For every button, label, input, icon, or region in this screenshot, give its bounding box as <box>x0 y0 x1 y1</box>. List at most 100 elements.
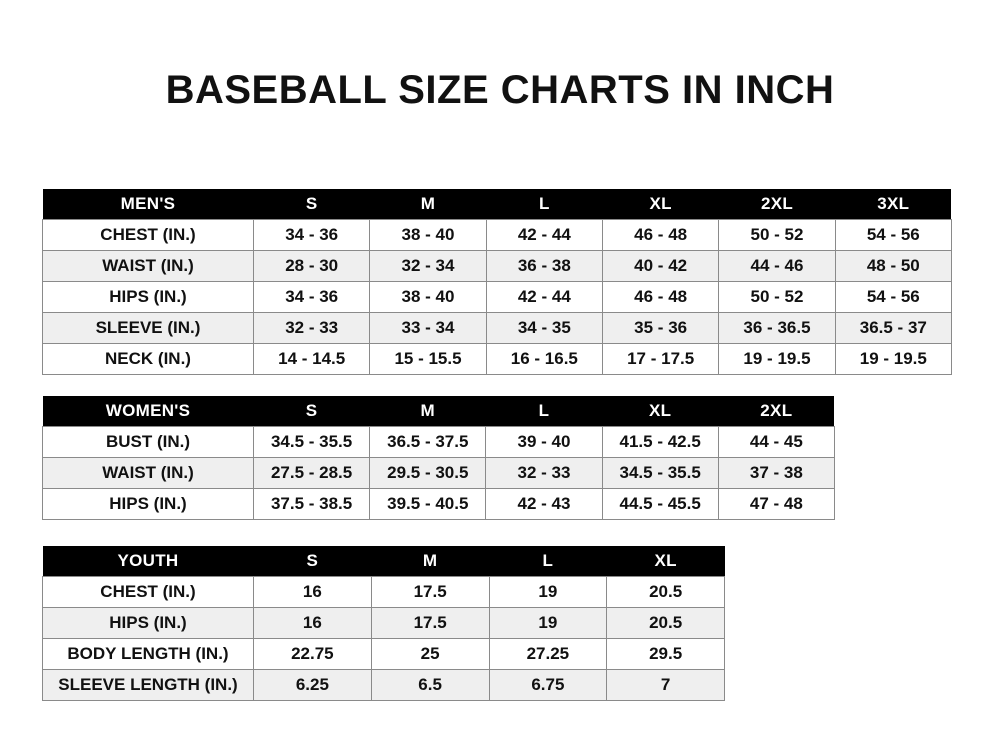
measurement-cell: 28 - 30 <box>252 249 371 282</box>
youth-column-header-l: L <box>489 546 607 576</box>
youth-table-title: YOUTH <box>42 546 254 576</box>
measurement-cell: 27.25 <box>488 637 608 670</box>
mens-column-header-s: S <box>253 189 370 219</box>
measurement-cell: 44 - 46 <box>718 249 836 282</box>
youth-column-header-s: S <box>253 546 372 576</box>
mens-size-table: MEN'S S M L XL 2XL 3XL CHEST (IN.) 34 - 36 38 - … <box>42 189 952 375</box>
measurement-cell: 19 <box>488 575 608 608</box>
measurement-cell: 40 - 42 <box>601 249 720 282</box>
table-row: BUST (IN.) 34.5 - 35.5 36.5 - 37.5 39 - 40 4… <box>42 425 835 458</box>
measurement-cell: 14 - 14.5 <box>252 342 371 375</box>
page-title: BASEBALL SIZE CHARTS IN INCH <box>165 68 835 112</box>
measurement-cell: 41.5 - 42.5 <box>601 425 719 458</box>
womens-column-header-s: S <box>253 396 370 426</box>
womens-table-title: WOMEN'S <box>42 396 254 426</box>
womens-row-label: HIPS (IN.) <box>42 487 254 520</box>
table-row: CHEST (IN.) 16 17.5 19 20.5 <box>42 575 725 608</box>
measurement-cell: 47 - 48 <box>717 487 835 520</box>
measurement-cell: 34.5 - 35.5 <box>252 425 371 458</box>
mens-table-head: MEN'S S M L XL 2XL 3XL <box>42 189 952 219</box>
youth-row-label: HIPS (IN.) <box>42 606 254 639</box>
measurement-cell: 36.5 - 37 <box>834 311 952 344</box>
youth-table-head: YOUTH S M L XL <box>42 546 725 576</box>
measurement-cell: 36.5 - 37.5 <box>369 425 487 458</box>
measurement-cell: 42 - 44 <box>485 280 603 313</box>
measurement-cell: 27.5 - 28.5 <box>252 456 371 489</box>
mens-column-header-3xl: 3XL <box>835 189 952 219</box>
measurement-cell: 15 - 15.5 <box>369 342 487 375</box>
measurement-cell: 20.5 <box>606 606 725 639</box>
measurement-cell: 44 - 45 <box>717 425 835 458</box>
youth-table-body: CHEST (IN.) 16 17.5 19 20.5 HIPS (IN.) 16 17.5 1… <box>42 575 725 701</box>
mens-table-body: CHEST (IN.) 34 - 36 38 - 40 42 - 44 46 - 48 5… <box>42 218 952 375</box>
measurement-cell: 16 - 16.5 <box>485 342 603 375</box>
mens-row-label: NECK (IN.) <box>42 342 254 375</box>
table-row: NECK (IN.) 14 - 14.5 15 - 15.5 16 - 16.5 17 … <box>42 342 952 375</box>
womens-column-header-m: M <box>369 396 486 426</box>
youth-row-label: CHEST (IN.) <box>42 575 254 608</box>
table-row: WAIST (IN.) 27.5 - 28.5 29.5 - 30.5 32 - 33… <box>42 456 835 489</box>
table-row: BODY LENGTH (IN.) 22.75 25 27.25 29.5 <box>42 637 725 670</box>
measurement-cell: 16 <box>253 575 372 608</box>
measurement-cell: 39 - 40 <box>485 425 603 458</box>
mens-column-header-m: M <box>369 189 487 219</box>
measurement-cell: 34.5 - 35.5 <box>601 456 719 489</box>
mens-row-label: WAIST (IN.) <box>42 249 254 282</box>
measurement-cell: 42 - 44 <box>485 218 603 251</box>
measurement-cell: 46 - 48 <box>601 280 720 313</box>
measurement-cell: 34 - 36 <box>252 280 371 313</box>
measurement-cell: 35 - 36 <box>601 311 720 344</box>
womens-size-table: WOMEN'S S M L XL 2XL BUST (IN.) 34.5 - 35.5 36.… <box>42 396 835 520</box>
womens-column-header-xl: XL <box>602 396 719 426</box>
mens-column-header-xl: XL <box>602 189 719 219</box>
youth-column-header-m: M <box>371 546 489 576</box>
table-header-row: YOUTH S M L XL <box>42 546 725 576</box>
measurement-cell: 32 - 33 <box>485 456 603 489</box>
table-header-row: WOMEN'S S M L XL 2XL <box>42 396 835 426</box>
womens-table-head: WOMEN'S S M L XL 2XL <box>42 396 835 426</box>
table-row: CHEST (IN.) 34 - 36 38 - 40 42 - 44 46 - 48 5… <box>42 218 952 251</box>
measurement-cell: 34 - 35 <box>485 311 603 344</box>
measurement-cell: 37.5 - 38.5 <box>252 487 371 520</box>
womens-table-body: BUST (IN.) 34.5 - 35.5 36.5 - 37.5 39 - 40 4… <box>42 425 835 520</box>
measurement-cell: 34 - 36 <box>252 218 371 251</box>
measurement-cell: 17 - 17.5 <box>601 342 720 375</box>
measurement-cell: 29.5 - 30.5 <box>369 456 487 489</box>
table-row: HIPS (IN.) 16 17.5 19 20.5 <box>42 606 725 639</box>
measurement-cell: 32 - 34 <box>369 249 487 282</box>
measurement-cell: 42 - 43 <box>485 487 603 520</box>
table-row: WAIST (IN.) 28 - 30 32 - 34 36 - 38 40 - 42 4… <box>42 249 952 282</box>
measurement-cell: 50 - 52 <box>718 218 836 251</box>
measurement-cell: 50 - 52 <box>718 280 836 313</box>
measurement-cell: 6.5 <box>370 668 490 701</box>
measurement-cell: 6.75 <box>488 668 608 701</box>
measurement-cell: 54 - 56 <box>834 280 952 313</box>
measurement-cell: 46 - 48 <box>601 218 720 251</box>
measurement-cell: 29.5 <box>606 637 725 670</box>
measurement-cell: 36 - 36.5 <box>718 311 836 344</box>
mens-table-title: MEN'S <box>42 189 254 219</box>
measurement-cell: 54 - 56 <box>834 218 952 251</box>
womens-column-header-l: L <box>485 396 603 426</box>
measurement-cell: 32 - 33 <box>252 311 371 344</box>
measurement-cell: 33 - 34 <box>369 311 487 344</box>
measurement-cell: 17.5 <box>370 575 490 608</box>
measurement-cell: 36 - 38 <box>485 249 603 282</box>
measurement-cell: 7 <box>606 668 725 701</box>
measurement-cell: 19 - 19.5 <box>718 342 836 375</box>
mens-column-header-l: L <box>486 189 603 219</box>
measurement-cell: 38 - 40 <box>369 280 487 313</box>
womens-row-label: WAIST (IN.) <box>42 456 254 489</box>
measurement-cell: 25 <box>370 637 490 670</box>
measurement-cell: 48 - 50 <box>834 249 952 282</box>
youth-row-label: SLEEVE LENGTH (IN.) <box>42 668 254 701</box>
table-header-row: MEN'S S M L XL 2XL 3XL <box>42 189 952 219</box>
mens-column-header-2xl: 2XL <box>718 189 836 219</box>
youth-row-label: BODY LENGTH (IN.) <box>42 637 254 670</box>
youth-size-table: YOUTH S M L XL CHEST (IN.) 16 17.5 19 20.5 HIPS (… <box>42 546 725 701</box>
measurement-cell: 17.5 <box>370 606 490 639</box>
mens-row-label: HIPS (IN.) <box>42 280 254 313</box>
measurement-cell: 6.25 <box>253 668 372 701</box>
measurement-cell: 38 - 40 <box>369 218 487 251</box>
